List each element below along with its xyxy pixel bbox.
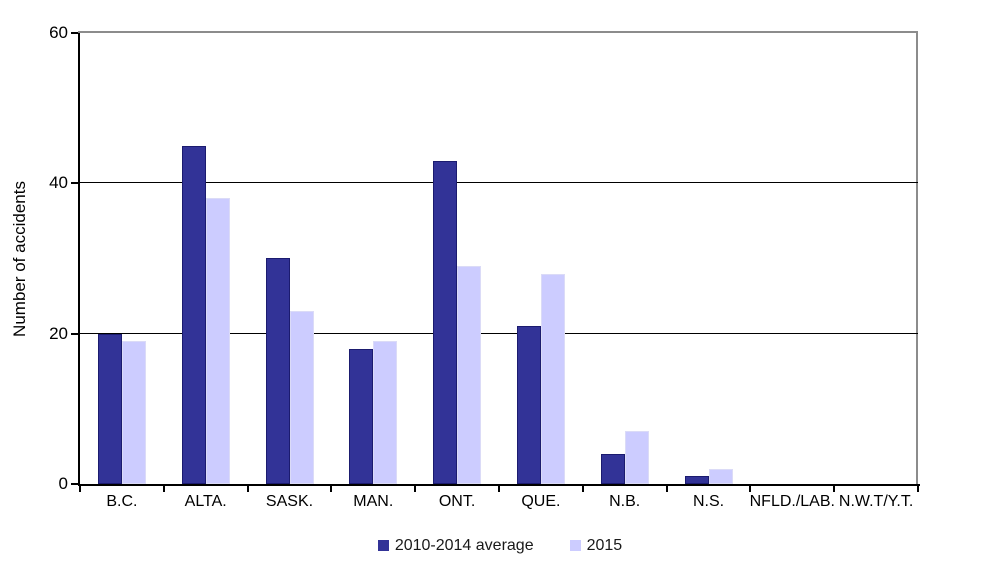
y-axis-title: Number of accidents	[10, 180, 29, 337]
x-category-label-ont: ONT.	[438, 493, 476, 510]
bar-2010-2014-average-ont	[433, 161, 458, 484]
legend-swatch-icon	[569, 540, 581, 551]
x-tick-0	[79, 486, 81, 492]
y-tick-0	[71, 483, 78, 485]
x-axis-line	[78, 484, 920, 486]
y-tick-60	[71, 32, 78, 34]
bar-2010-2014-average-man	[349, 349, 374, 484]
y-tick-40	[71, 182, 78, 185]
bar-2015-b-c	[121, 341, 146, 484]
legend-item-2015: 2015	[569, 537, 623, 554]
bar-2015-n-b	[624, 431, 649, 484]
legend-label: 2015	[586, 537, 623, 554]
x-tick-1	[162, 486, 165, 492]
bar-2015-n-s	[708, 469, 733, 484]
gridline-40	[80, 182, 918, 184]
legend-label: 2010-2014 average	[394, 537, 534, 554]
x-category-label-sask: SASK.	[265, 493, 314, 510]
bar-2015-alta	[205, 198, 230, 484]
x-tick-10	[917, 486, 919, 492]
bar-2010-2014-average-alta	[181, 146, 206, 484]
x-category-label-n-w-t-y-t: N.W.T/Y.T.	[838, 493, 914, 510]
bar-2015-man	[373, 341, 398, 484]
legend-item-2010-2014-average: 2010-2014 average	[377, 537, 534, 554]
x-category-label-n-b: N.B.	[609, 493, 641, 510]
gridline-20	[80, 332, 918, 334]
bar-2015-sask	[289, 311, 314, 484]
bar-2010-2014-average-n-b	[600, 454, 625, 484]
y-tick-label-20: 20	[49, 323, 68, 343]
bar-2010-2014-average-n-s	[684, 476, 709, 484]
x-tick-6	[581, 486, 584, 492]
y-tick-20	[71, 332, 78, 335]
x-tick-5	[498, 486, 500, 492]
x-category-label-alta: ALTA.	[184, 493, 227, 510]
y-axis-line	[78, 33, 80, 484]
x-category-label-que: QUE.	[521, 493, 561, 510]
x-category-label-nfld-lab: NFLD./LAB.	[749, 493, 835, 510]
x-tick-9	[833, 486, 836, 492]
x-tick-2	[246, 486, 249, 492]
bar-2015-ont	[457, 266, 482, 484]
legend-swatch-icon	[377, 540, 389, 551]
y-axis-title-container: Number of accidents	[6, 33, 34, 484]
x-tick-7	[665, 486, 668, 492]
y-tick-label-60: 60	[49, 23, 68, 42]
x-tick-3	[330, 486, 333, 492]
x-category-label-n-s: N.S.	[692, 493, 725, 510]
x-tick-4	[414, 486, 417, 492]
x-category-label-man: MAN.	[353, 493, 394, 510]
y-tick-label-0: 0	[58, 474, 68, 493]
plot-area	[80, 33, 918, 484]
x-tick-8	[749, 486, 752, 492]
legend: 2010-2014 average 2015	[0, 537, 1000, 554]
bar-2015-que	[540, 274, 565, 484]
x-category-label-b-c: B.C.	[106, 493, 138, 510]
bar-2010-2014-average-que	[516, 326, 541, 484]
bar-2010-2014-average-sask	[265, 258, 290, 484]
bar-2010-2014-average-b-c	[97, 334, 122, 484]
y-tick-label-40: 40	[49, 173, 68, 193]
